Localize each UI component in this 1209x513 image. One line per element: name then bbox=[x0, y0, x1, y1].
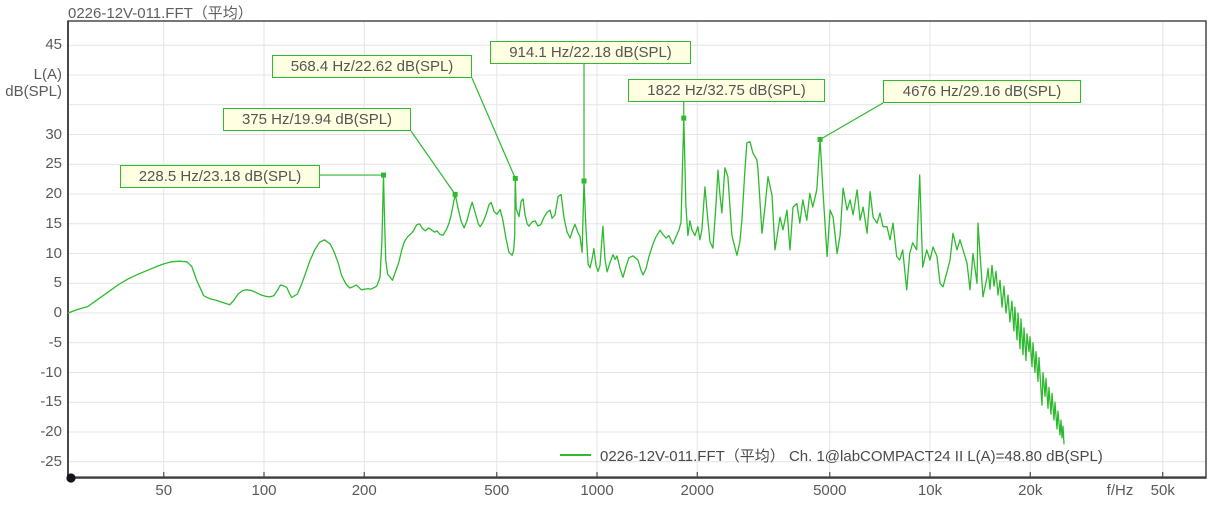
x-tick-label: 20k bbox=[1018, 482, 1043, 499]
annotation-box[interactable]: 228.5 Hz/23.18 dB(SPL) bbox=[120, 165, 320, 188]
peak-marker bbox=[381, 172, 387, 178]
y-tick-label: 10 bbox=[45, 244, 62, 262]
y-axis-label-line2: dB(SPL) bbox=[5, 83, 62, 100]
y-tick-label: 0 bbox=[53, 304, 62, 321]
origin-dot bbox=[66, 473, 76, 483]
x-tick-label: 500 bbox=[484, 482, 510, 499]
x-axis-unit-label: f/Hz bbox=[1106, 482, 1134, 499]
x-tick-label: 200 bbox=[351, 482, 377, 499]
legend-line-swatch bbox=[560, 454, 591, 456]
x-tick-label: 5000 bbox=[813, 482, 847, 499]
y-tick-label: -5 bbox=[48, 333, 62, 351]
peak-marker bbox=[452, 191, 458, 197]
annotation-box[interactable]: 375 Hz/19.94 dB(SPL) bbox=[223, 108, 411, 131]
y-tick-label: -25 bbox=[40, 452, 62, 470]
y-tick-label: -10 bbox=[40, 363, 62, 381]
y-tick-label: 30 bbox=[45, 125, 62, 143]
x-tick-label: 50 bbox=[155, 482, 173, 499]
peak-marker bbox=[681, 115, 687, 121]
y-tick-label: 45 bbox=[45, 36, 62, 54]
legend-text: 0226-12V-011.FFT（平均） Ch. 1@labCOMPACT24 … bbox=[600, 447, 1103, 465]
y-tick-label: 15 bbox=[45, 214, 62, 232]
chart-title: 0226-12V-011.FFT（平均） bbox=[68, 5, 253, 22]
x-tick-label: 100 bbox=[251, 482, 277, 499]
peak-marker bbox=[512, 175, 518, 181]
annotation-box[interactable]: 568.4 Hz/22.62 dB(SPL) bbox=[272, 55, 472, 78]
peak-marker bbox=[581, 178, 587, 184]
y-tick-label: -15 bbox=[40, 393, 62, 411]
y-tick-label: -20 bbox=[40, 423, 62, 440]
y-axis-label-line1: L(A) bbox=[33, 66, 62, 83]
fft-curve bbox=[67, 117, 1065, 445]
annotation-connector bbox=[410, 130, 456, 195]
annotation-connector bbox=[819, 102, 884, 141]
x-tick-label: 10k bbox=[917, 482, 943, 499]
annotation-box[interactable]: 1822 Hz/32.75 dB(SPL) bbox=[628, 79, 825, 102]
y-tick-label: 5 bbox=[53, 274, 62, 292]
legend: 0226-12V-011.FFT（平均） Ch. 1@labCOMPACT24 … bbox=[560, 445, 1103, 465]
annotation-box[interactable]: 4676 Hz/29.16 dB(SPL) bbox=[883, 80, 1081, 103]
y-tick-label: 25 bbox=[45, 155, 62, 173]
annotation-box[interactable]: 914.1 Hz/22.18 dB(SPL) bbox=[490, 41, 691, 64]
x-tick-label: 2000 bbox=[680, 482, 714, 499]
x-tick-label: 50k bbox=[1150, 482, 1175, 499]
x-tick-label: 1000 bbox=[580, 482, 614, 499]
annotation-connector bbox=[471, 77, 516, 179]
peak-marker bbox=[817, 136, 823, 142]
y-tick-label: 20 bbox=[45, 185, 62, 202]
